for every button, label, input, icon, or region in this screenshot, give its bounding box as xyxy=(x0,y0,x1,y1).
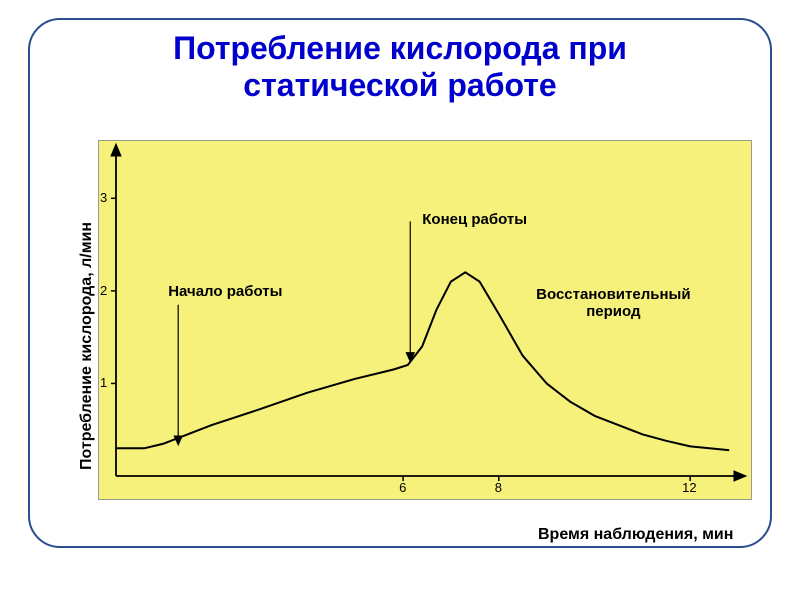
x-tick-label: 6 xyxy=(399,480,406,495)
y-axis-label: Потребление кислорода, л/мин xyxy=(78,222,96,470)
x-tick-label: 12 xyxy=(682,480,696,495)
annotation-end: Конец работы xyxy=(422,211,527,228)
x-axis-label: Время наблюдения, мин xyxy=(538,526,733,544)
annotation-recovery-l2: период xyxy=(586,303,640,320)
annotation-start: Начало работы xyxy=(168,283,282,300)
y-tick-label: 1 xyxy=(100,375,107,390)
x-tick-label: 8 xyxy=(495,480,502,495)
annotation-recovery-l1: Восстановительный xyxy=(536,286,690,303)
y-tick-label: 2 xyxy=(100,283,107,298)
annotation-recovery: Восстановительный период xyxy=(536,286,690,321)
y-tick-label: 3 xyxy=(100,190,107,205)
